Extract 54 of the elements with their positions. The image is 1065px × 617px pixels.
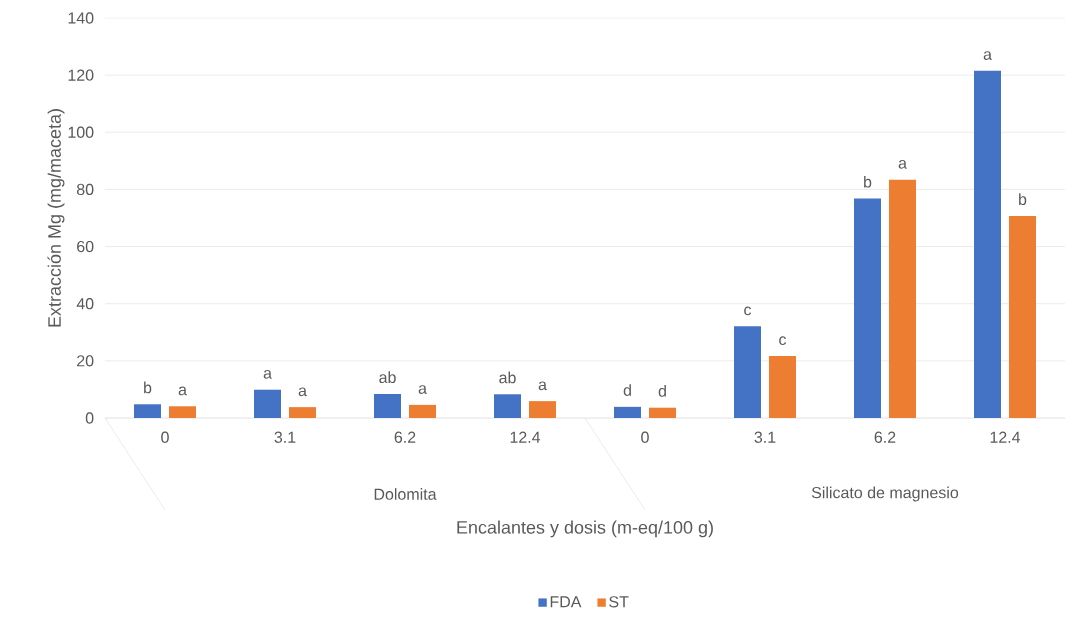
y-tick-label: 0	[85, 412, 94, 424]
bar	[974, 70, 1001, 418]
bar	[648, 407, 676, 418]
y-tick-label: 80	[76, 183, 94, 196]
data-label: d	[623, 384, 631, 396]
bar	[528, 401, 556, 418]
bar	[169, 406, 196, 418]
bar	[888, 179, 916, 418]
data-label: c	[779, 336, 787, 346]
data-label: a	[538, 381, 547, 391]
legend-label: ST	[609, 596, 629, 608]
bar	[374, 393, 402, 418]
bar	[1008, 215, 1036, 418]
y-axis-title: Extracción Mg (mg/maceta)	[47, 109, 65, 327]
data-label: d	[658, 385, 666, 397]
y-tick-label: 60	[77, 240, 94, 253]
x-axis-title: Encalantes y dosis (m-eq/100 g)	[457, 520, 713, 538]
bar	[289, 407, 316, 418]
x-tick-label: 3.1	[754, 431, 776, 443]
y-tick-label: 100	[68, 126, 94, 138]
data-label: b	[1019, 193, 1027, 206]
data-label: b	[144, 381, 152, 394]
y-tick-label: 40	[76, 298, 94, 310]
x-tick-label: 3.1	[274, 431, 296, 443]
y-tick-label: 20	[77, 355, 94, 367]
x-tick-label: 6.2	[394, 431, 416, 443]
data-label: a	[178, 386, 187, 396]
bar	[134, 404, 162, 418]
data-label: a	[983, 51, 992, 60]
data-label: c	[744, 306, 752, 316]
x-tick-label: 0	[641, 431, 649, 443]
x-tick-label: 12.4	[510, 431, 541, 443]
data-label: a	[263, 370, 272, 379]
bar	[768, 355, 796, 418]
data-label: ab	[379, 371, 396, 384]
y-tick-label: 140	[68, 12, 94, 24]
y-tick-label: 120	[68, 69, 94, 81]
bar	[734, 326, 761, 418]
bar	[254, 389, 282, 418]
text: Dolomita	[374, 488, 437, 500]
data-label: a	[898, 160, 907, 169]
data-label: b	[864, 175, 872, 188]
data-label: a	[418, 385, 427, 394]
data-label: a	[298, 387, 307, 397]
x-tick-label: 6.2	[874, 431, 896, 443]
x-tick-label: 12.4	[990, 431, 1021, 443]
legend-label: FDA	[550, 596, 582, 608]
bar	[854, 198, 881, 418]
bar	[614, 406, 641, 418]
data-label: ab	[499, 371, 516, 384]
bar	[494, 394, 522, 418]
text: Silicato de magnesio	[811, 486, 959, 502]
bar	[409, 404, 436, 418]
x-tick-label: 0	[161, 431, 169, 443]
